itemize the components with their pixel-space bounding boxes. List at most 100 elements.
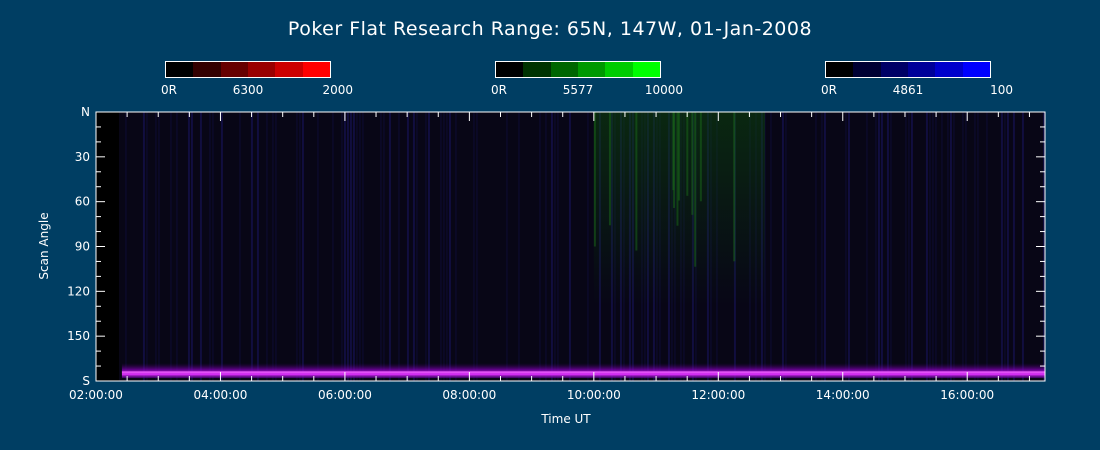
colorbar-label-min: 0R xyxy=(491,83,507,97)
y-axis: N 30 60 90 120 150 S xyxy=(67,105,1045,388)
x-tick-label: 14:00:00 xyxy=(816,388,870,402)
y-tick-label: 60 xyxy=(75,195,90,209)
noise-streak xyxy=(445,112,448,381)
noise-streak xyxy=(889,112,892,381)
colorbar-swatch-2 xyxy=(853,62,881,77)
y-axis-label: Scan Angle xyxy=(37,212,51,279)
y-tick-label: N xyxy=(81,105,90,119)
green-emission-streak xyxy=(677,112,680,201)
y-tick-label: S xyxy=(82,374,90,388)
noise-streak xyxy=(352,112,355,381)
noise-streak xyxy=(952,112,955,381)
green-emission-streak xyxy=(676,112,679,226)
noise-streak xyxy=(874,112,877,381)
green-emission-streak xyxy=(608,112,611,226)
noise-streak xyxy=(865,112,868,381)
y-tick-label: 150 xyxy=(67,329,90,343)
noise-streak xyxy=(568,112,571,381)
noise-streak xyxy=(406,112,409,381)
noise-streak xyxy=(382,112,385,381)
noise-streak xyxy=(550,112,553,381)
noise-streak xyxy=(154,112,157,381)
green-emission-streak xyxy=(699,112,702,202)
colorbar-swatch-6 xyxy=(632,62,660,77)
noise-streak xyxy=(169,112,172,381)
x-tick-label: 02:00:00 xyxy=(69,388,123,402)
noise-streak xyxy=(250,112,253,381)
noise-streak xyxy=(472,112,475,381)
noise-streak xyxy=(190,112,193,381)
noise-streak xyxy=(820,112,823,381)
noise-streak xyxy=(331,112,334,381)
colorbar-4861: 0R 4861 100 xyxy=(821,61,1013,97)
y-tick-label: 30 xyxy=(75,150,90,164)
noise-streak xyxy=(961,112,964,381)
noise-streak xyxy=(379,112,382,381)
noise-streak xyxy=(316,112,319,381)
noise-streak xyxy=(208,112,211,381)
colorbar-swatch-1 xyxy=(826,62,854,77)
noise-streak xyxy=(886,112,889,381)
noise-streak xyxy=(145,112,148,381)
noise-streak xyxy=(925,112,928,381)
noise-streak xyxy=(295,112,298,381)
noise-streak xyxy=(880,112,883,381)
no-data-region xyxy=(96,112,119,381)
colorbar-swatch-6 xyxy=(302,62,330,77)
noise-streak xyxy=(964,112,967,381)
noise-streak xyxy=(949,112,952,381)
x-axis: 02:00:00 04:00:00 06:00:00 08:00:00 10:00:00… xyxy=(69,112,1030,402)
noise-streak xyxy=(220,112,223,381)
feature-layer xyxy=(121,112,1046,379)
noise-streak xyxy=(1021,112,1024,381)
colorbar-swatch-6 xyxy=(962,62,990,77)
noise-streak xyxy=(904,112,907,381)
colorbar-swatch-5 xyxy=(605,62,633,77)
green-emission-streak xyxy=(694,112,697,267)
noise-streak xyxy=(415,112,418,381)
noise-streak xyxy=(355,112,358,381)
colorbar-swatch-2 xyxy=(523,62,551,77)
colorbar-label-max: 10000 xyxy=(644,83,683,97)
noise-streak xyxy=(298,112,301,381)
noise-streak xyxy=(199,112,202,381)
colorbar-swatch-1 xyxy=(166,62,194,77)
colorbar-swatch-2 xyxy=(193,62,221,77)
green-emission-streak xyxy=(691,112,694,215)
noise-streak xyxy=(301,112,304,381)
noise-streak xyxy=(505,112,508,381)
noise-streak xyxy=(814,112,817,381)
noise-streak xyxy=(946,112,949,381)
noise-streak xyxy=(349,112,352,381)
noise-streak xyxy=(1003,112,1006,381)
noise-streak xyxy=(175,112,178,381)
noise-streak xyxy=(361,112,364,381)
noise-streak xyxy=(928,112,931,381)
colorbar-5577: 0R 5577 10000 xyxy=(491,61,683,97)
chart-title: Poker Flat Research Range: 65N, 147W, 01… xyxy=(287,18,813,40)
x-tick-label: 04:00:00 xyxy=(194,388,248,402)
noise-streak xyxy=(1012,112,1015,381)
noise-streak xyxy=(877,112,880,381)
colorbar-swatch-5 xyxy=(275,62,303,77)
noise-streak xyxy=(157,112,160,381)
colorbar-6300: 0R 6300 2000 xyxy=(161,61,353,97)
noise-streak xyxy=(976,112,979,381)
noise-streak xyxy=(1000,112,1003,381)
noise-streak xyxy=(985,112,988,381)
y-tick-label: 120 xyxy=(67,284,90,298)
noise-streak xyxy=(412,112,415,381)
noise-streak xyxy=(346,112,349,381)
colorbar-swatch-4 xyxy=(577,62,606,77)
colorbar-swatch-4 xyxy=(907,62,936,77)
noise-streak xyxy=(256,112,259,381)
noise-streak xyxy=(1006,112,1009,381)
green-emission-streak xyxy=(672,112,675,191)
noise-streak xyxy=(397,112,400,381)
x-tick-label: 12:00:00 xyxy=(691,388,745,402)
noise-streak xyxy=(538,112,541,381)
noise-streak xyxy=(448,112,451,381)
colorbar-label-wavelength: 5577 xyxy=(562,83,594,97)
colorbar-label-wavelength: 6300 xyxy=(232,83,264,97)
noise-streak xyxy=(586,112,589,381)
